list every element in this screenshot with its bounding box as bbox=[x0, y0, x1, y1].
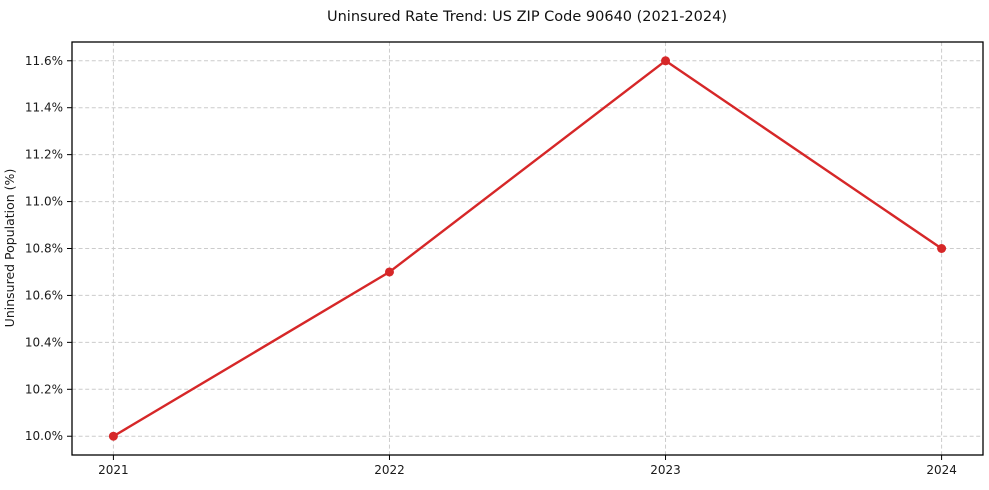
y-tick-label: 10.8% bbox=[25, 242, 63, 256]
x-tick-label: 2022 bbox=[374, 463, 405, 477]
x-tick-label: 2024 bbox=[926, 463, 957, 477]
y-tick-label: 10.4% bbox=[25, 335, 63, 349]
x-tick-label: 2021 bbox=[98, 463, 129, 477]
trend-line bbox=[112, 59, 943, 438]
chart-title: Uninsured Rate Trend: US ZIP Code 90640 … bbox=[327, 9, 727, 25]
data-point bbox=[384, 267, 394, 277]
y-tick-label: 11.2% bbox=[25, 148, 63, 162]
y-tick-label: 11.4% bbox=[25, 101, 63, 115]
y-tick-label: 11.6% bbox=[25, 54, 63, 68]
y-tick-label: 10.2% bbox=[25, 382, 63, 396]
x-tick-label: 2023 bbox=[650, 463, 681, 477]
plot-area: 10.0% 10.2% 10.4% 10.6% 10.8% 11.0% 11.2% 11.4%… bbox=[25, 41, 984, 477]
y-tick-label: 11.0% bbox=[25, 195, 63, 209]
data-point bbox=[108, 431, 118, 441]
data-point bbox=[937, 244, 947, 253]
y-tick-label: 10.6% bbox=[25, 288, 63, 302]
y-tick-label: 10.0% bbox=[25, 429, 63, 443]
data-point bbox=[661, 56, 671, 66]
y-axis-label: Uninsured Population (%) bbox=[2, 169, 17, 328]
